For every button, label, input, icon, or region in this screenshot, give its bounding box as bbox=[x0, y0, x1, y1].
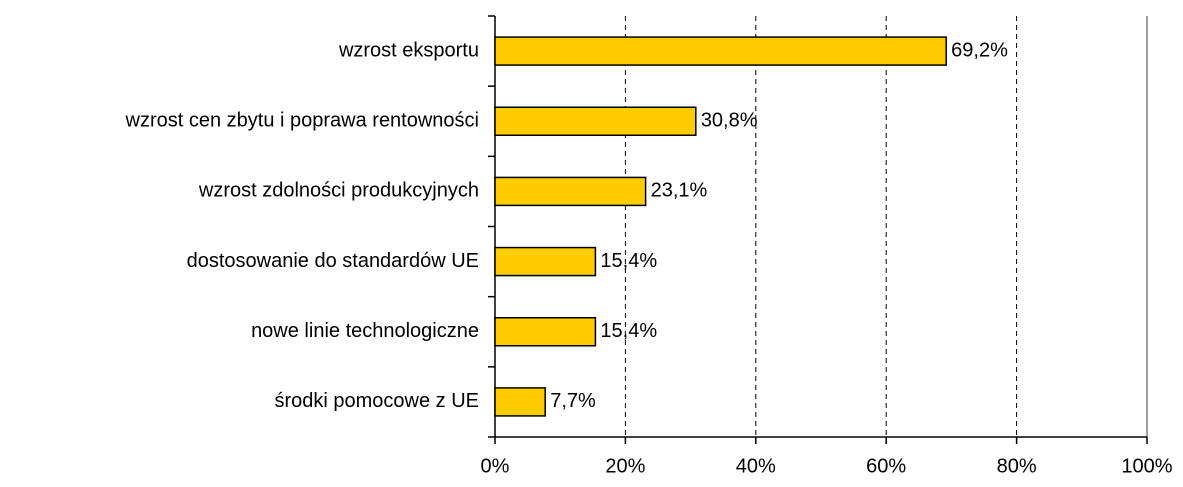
value-label: 69,2% bbox=[951, 39, 1008, 61]
bar bbox=[494, 176, 647, 207]
value-label: 30,8% bbox=[701, 110, 758, 132]
y-tick-label: nowe linie technologiczne bbox=[251, 320, 479, 342]
y-tick-label: środki pomocowe z UE bbox=[274, 390, 479, 412]
bar bbox=[494, 246, 597, 277]
value-label: 7,7% bbox=[550, 390, 596, 412]
x-tick-label: 60% bbox=[866, 455, 906, 477]
y-tick-label: wzrost eksportu bbox=[338, 39, 479, 61]
bar bbox=[494, 36, 947, 66]
x-tick-label: 20% bbox=[605, 455, 645, 477]
y-tick-label: wzrost cen zbytu i poprawa rentowności bbox=[125, 110, 480, 132]
x-tick-label: 0% bbox=[481, 455, 510, 477]
value-label: 15,4% bbox=[600, 250, 657, 272]
x-tick-label: 40% bbox=[736, 455, 776, 477]
bar bbox=[494, 106, 697, 136]
y-tick-label: dostosowanie do standardów UE bbox=[187, 250, 479, 272]
value-label: 23,1% bbox=[651, 180, 708, 202]
y-tick-label: wzrost zdolności produkcyjnych bbox=[198, 180, 479, 202]
x-tick-label: 100% bbox=[1121, 455, 1172, 477]
x-tick-label: 80% bbox=[997, 455, 1037, 477]
bar bbox=[494, 317, 597, 347]
bar bbox=[494, 387, 546, 417]
value-label: 15,4% bbox=[600, 320, 657, 342]
